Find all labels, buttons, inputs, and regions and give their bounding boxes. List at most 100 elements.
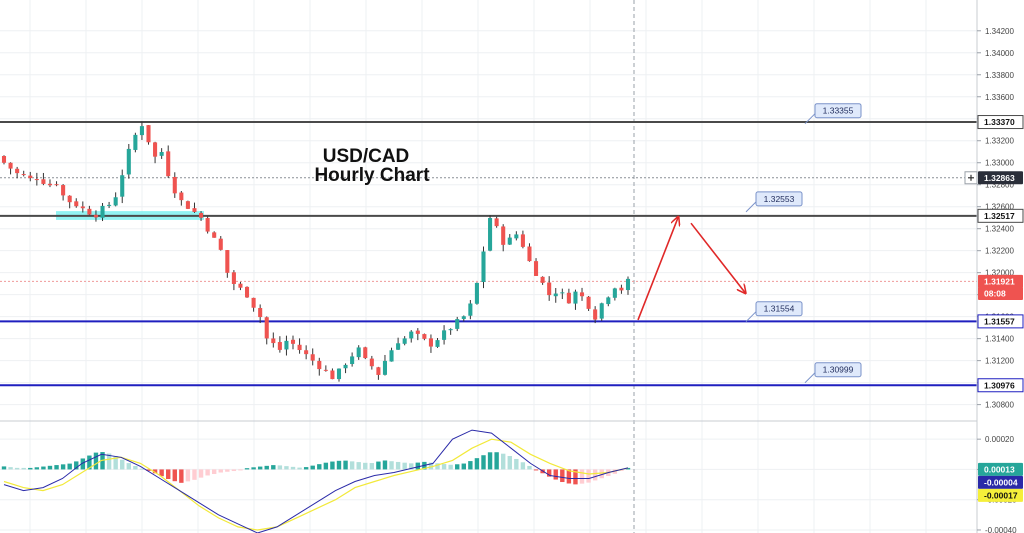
macd-histogram-bar — [80, 458, 86, 470]
macd-histogram-bar — [336, 460, 342, 470]
candle — [100, 203, 105, 222]
macd-histogram-bar — [303, 467, 309, 470]
candle — [534, 258, 539, 276]
candle-body-down — [28, 175, 33, 179]
macd-histogram-bar — [257, 466, 263, 470]
candle-body-up — [514, 234, 519, 239]
candle-body-down — [47, 183, 53, 186]
macd-histogram-bar — [284, 466, 289, 470]
candle-body-down — [363, 347, 368, 359]
y-tick-label: 1.33200 — [985, 137, 1014, 146]
candle — [290, 335, 296, 350]
macd-histogram-bar — [455, 464, 460, 470]
candle-body-up — [139, 126, 144, 136]
macd-histogram-bar — [592, 469, 598, 481]
candle — [284, 335, 289, 356]
macd-histogram-bar — [225, 469, 230, 472]
y-tick-label: 1.33800 — [985, 71, 1014, 80]
candle — [612, 287, 617, 301]
candle-body-up — [455, 319, 460, 329]
macd-histogram-bar — [166, 469, 171, 479]
candle — [560, 288, 565, 300]
candle — [566, 288, 571, 304]
macd-histogram-bar — [14, 467, 20, 470]
candle-body-down — [185, 201, 190, 209]
candle — [185, 200, 190, 210]
candle — [402, 336, 407, 346]
candle-body-down — [534, 261, 539, 276]
candle-body-up — [481, 251, 486, 283]
candle — [80, 201, 85, 213]
candle — [369, 355, 374, 370]
macd-value-tag-label: 0.00013 — [984, 464, 1015, 474]
candle-body-down — [34, 179, 39, 181]
candle-body-down — [231, 272, 236, 284]
candle-body-down — [494, 218, 499, 227]
macd-histogram-bar — [179, 469, 184, 483]
projection-arrows — [637, 218, 745, 321]
candle — [409, 330, 414, 343]
macd-histogram-bar — [198, 469, 204, 478]
macd-panel — [1, 429, 631, 533]
macd-histogram-bar — [106, 453, 112, 470]
candle — [231, 270, 236, 291]
macd-value-tag-bg — [978, 475, 1023, 489]
chart-title: USD/CAD Hourly Chart — [314, 146, 430, 186]
level-tag-bg — [977, 314, 1024, 329]
level-tag: 1.31557 — [977, 314, 1024, 329]
candle-body-up — [573, 291, 578, 304]
macd-histogram-bar — [231, 469, 237, 472]
y-tick-label: 1.34200 — [985, 27, 1014, 36]
macd-histogram-bar — [67, 463, 72, 470]
candle — [67, 195, 72, 209]
candle-body-down — [41, 179, 46, 184]
macd-value-tag: -0.00017 — [978, 488, 1023, 502]
candle — [34, 172, 39, 186]
macd-histogram-bar — [395, 461, 401, 470]
macd-histogram-bar — [87, 455, 92, 470]
macd-line — [3, 429, 629, 533]
macd-histogram-bar — [133, 466, 138, 470]
candle-body-down — [547, 282, 552, 296]
macd-histogram-bar — [271, 465, 276, 470]
macd-histogram-bar — [520, 462, 526, 470]
callout: 1.32553 — [745, 191, 803, 213]
candle-body-up — [284, 340, 289, 350]
macd-value-tag: -0.00004 — [978, 475, 1023, 489]
macd-signal-line — [3, 438, 629, 531]
macd-histogram-bar — [34, 467, 40, 470]
candle-body-down — [205, 218, 210, 232]
candle — [166, 145, 171, 178]
candle-body-down — [1, 155, 7, 163]
macd-histogram-bar — [566, 469, 572, 484]
candle — [205, 216, 210, 234]
candle — [28, 171, 33, 182]
candle-body-down — [21, 174, 26, 176]
candlesticks — [1, 121, 631, 382]
candle — [422, 333, 427, 341]
level-tag: 1.30976 — [977, 378, 1024, 393]
candle — [468, 300, 473, 320]
macd-histogram-bar — [428, 462, 434, 470]
y-tick-label: 1.30800 — [985, 401, 1014, 410]
candle-body-down — [218, 238, 223, 250]
macd-histogram-bar — [619, 469, 624, 471]
candle-body-down — [61, 185, 66, 196]
candle — [619, 284, 624, 294]
candle — [579, 287, 585, 301]
macd-histogram-bar — [514, 458, 519, 470]
callout-box — [755, 301, 803, 317]
price-tag: 1.31921 — [978, 274, 1023, 288]
candle-body-down — [271, 338, 276, 344]
callout-box — [755, 191, 803, 207]
macd-value-tag-bg — [978, 488, 1023, 502]
candle-body-down — [146, 125, 151, 143]
candle-body-up — [435, 340, 440, 347]
macd-histogram-bar — [54, 465, 59, 470]
candle-body-down — [277, 342, 282, 350]
macd-histogram-bar — [218, 469, 223, 473]
candle-body-up — [382, 360, 388, 375]
macd-histogram-bar — [586, 469, 591, 483]
macd-histogram-bar — [47, 465, 53, 470]
